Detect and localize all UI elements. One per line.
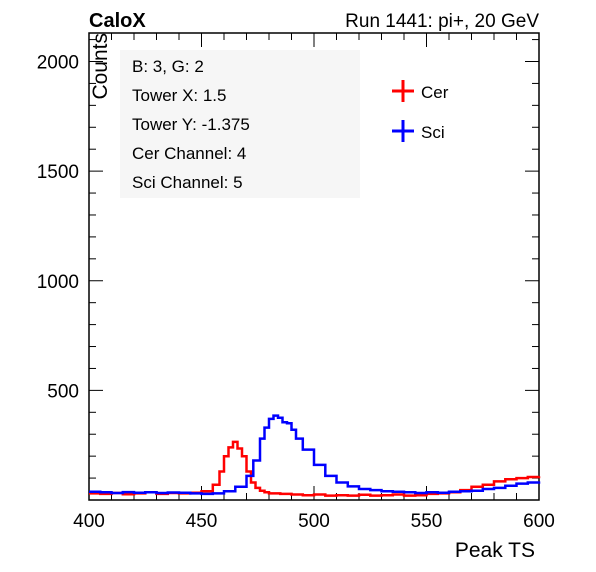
- legend-sci-label: Sci: [421, 123, 445, 142]
- info-line-board: B: 3, G: 2: [132, 57, 204, 76]
- x-tick-label: 550: [411, 511, 443, 532]
- series-line-sci: [89, 414, 541, 496]
- info-line-sci-channel: Sci Channel: 5: [132, 173, 243, 192]
- info-line-tower-x: Tower X: 1.5: [132, 86, 227, 105]
- info-line-tower-y: Tower Y: -1.375: [132, 115, 250, 134]
- y-tick-label: 500: [47, 381, 79, 402]
- axis-tick-labels: 400 450 500 550 600 500 1000 1500 2000: [37, 53, 555, 532]
- brand-label: CaloX: [89, 10, 146, 32]
- x-tick-label: 400: [73, 511, 105, 532]
- y-tick-label: 1500: [37, 162, 79, 183]
- y-tick-label: 1000: [37, 272, 79, 293]
- y-axis-label: Counts: [89, 33, 112, 100]
- info-line-cer-channel: Cer Channel: 4: [132, 144, 246, 163]
- x-tick-label: 500: [298, 511, 330, 532]
- y-tick-label: 2000: [37, 53, 79, 74]
- info-box: [120, 50, 360, 198]
- run-info-label: Run 1441: pi+, 20 GeV: [345, 11, 539, 32]
- legend-cer-label: Cer: [421, 83, 449, 102]
- x-tick-label: 450: [186, 511, 218, 532]
- x-tick-label: 600: [523, 511, 555, 532]
- x-axis-label: Peak TS: [455, 539, 535, 562]
- legend: Cer Sci: [392, 80, 449, 142]
- series-layer: [89, 414, 541, 497]
